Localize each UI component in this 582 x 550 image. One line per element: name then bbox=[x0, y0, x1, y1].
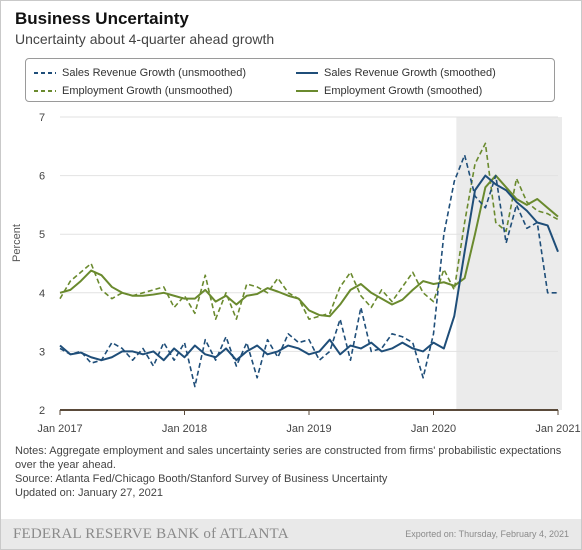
legend: Sales Revenue Growth (unsmoothed) Sales … bbox=[25, 58, 555, 102]
legend-label: Employment Growth (unsmoothed) bbox=[62, 85, 233, 97]
chart-subtitle: Uncertainty about 4-quarter ahead growth bbox=[15, 31, 275, 47]
notes-text: Notes: Aggregate employment and sales un… bbox=[15, 445, 562, 471]
y-tick-label: 4 bbox=[39, 288, 45, 300]
updated-text: Updated on: January 27, 2021 bbox=[15, 487, 164, 499]
solid-line-swatch-icon bbox=[296, 72, 318, 74]
y-tick-label: 3 bbox=[39, 346, 45, 358]
sales-smoothed-line bbox=[59, 174, 559, 362]
x-tick-label: Jan 2020 bbox=[411, 423, 456, 435]
y-tick-label: 2 bbox=[39, 405, 45, 417]
footer: FEDERAL RESERVE BANK of ATLANTA Exported… bbox=[1, 519, 581, 549]
line-chart: 2 3 4 5 6 7 Jan 2017 Jan 2018 Jan 2019 Jan 2020 Ja… bbox=[37, 112, 580, 435]
x-tick-label: Jan 2019 bbox=[286, 423, 331, 435]
legend-item-sales-unsmoothed[interactable]: Sales Revenue Growth (unsmoothed) bbox=[34, 67, 246, 79]
legend-label: Employment Growth (smoothed) bbox=[324, 85, 483, 97]
x-tick-label: Jan 2018 bbox=[162, 423, 207, 435]
legend-label: Sales Revenue Growth (unsmoothed) bbox=[62, 67, 247, 79]
y-tick-label: 5 bbox=[39, 229, 45, 241]
fed-logo-text: FEDERAL RESERVE BANK of ATLANTA bbox=[13, 526, 289, 542]
legend-item-employment-smoothed[interactable]: Employment Growth (smoothed) bbox=[296, 85, 482, 97]
chart-title: Business Uncertainty bbox=[15, 9, 189, 28]
y-tick-label: 6 bbox=[39, 171, 45, 183]
recession-shading bbox=[456, 117, 562, 410]
notes: Notes: Aggregate employment and sales un… bbox=[15, 444, 570, 500]
fed-logo[interactable]: FEDERAL RESERVE BANK of ATLANTA bbox=[13, 526, 289, 543]
dashed-line-swatch-icon bbox=[34, 72, 56, 74]
employment-unsmoothed-line bbox=[59, 142, 559, 320]
solid-line-swatch-icon bbox=[296, 90, 318, 92]
y-tick-label: 7 bbox=[39, 112, 45, 124]
legend-item-sales-smoothed[interactable]: Sales Revenue Growth (smoothed) bbox=[296, 67, 496, 79]
x-tick-label: Jan 2021 bbox=[535, 423, 580, 435]
dashed-line-swatch-icon bbox=[34, 90, 56, 92]
source-text: Source: Atlanta Fed/Chicago Booth/Stanfo… bbox=[15, 473, 388, 485]
legend-label: Sales Revenue Growth (smoothed) bbox=[324, 67, 496, 79]
export-date: Exported on: Thursday, February 4, 2021 bbox=[405, 529, 569, 539]
legend-item-employment-unsmoothed[interactable]: Employment Growth (unsmoothed) bbox=[34, 85, 233, 97]
x-tick-label: Jan 2017 bbox=[37, 423, 82, 435]
employment-smoothed-line bbox=[59, 174, 559, 318]
